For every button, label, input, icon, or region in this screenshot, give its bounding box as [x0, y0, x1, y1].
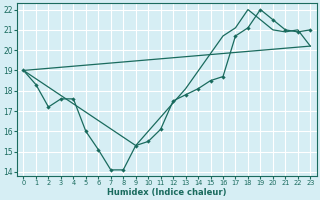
X-axis label: Humidex (Indice chaleur): Humidex (Indice chaleur): [107, 188, 227, 197]
